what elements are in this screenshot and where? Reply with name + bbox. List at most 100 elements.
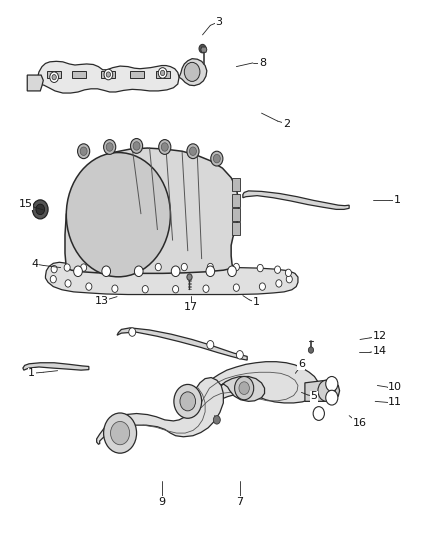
Circle shape [104,413,137,453]
Polygon shape [232,222,240,235]
Circle shape [308,347,314,353]
Text: 17: 17 [184,302,198,312]
Text: 1: 1 [393,196,400,205]
Polygon shape [65,148,239,273]
Polygon shape [102,71,115,78]
Text: 16: 16 [353,417,367,427]
Circle shape [81,264,87,271]
Circle shape [213,155,220,163]
Polygon shape [182,362,319,417]
Circle shape [106,143,113,151]
Text: 1: 1 [28,368,35,378]
Text: 13: 13 [95,296,109,306]
Circle shape [275,266,281,273]
Polygon shape [232,178,240,191]
Circle shape [318,380,335,401]
Circle shape [181,263,187,271]
Circle shape [206,266,215,277]
Circle shape [78,144,90,159]
Polygon shape [232,208,240,221]
Text: 6: 6 [298,359,305,369]
Circle shape [50,276,57,283]
Text: 9: 9 [158,497,165,507]
Circle shape [142,286,148,293]
Circle shape [313,407,325,421]
Text: 10: 10 [388,382,402,392]
Circle shape [112,285,118,293]
Circle shape [159,140,171,155]
Circle shape [102,266,110,277]
Circle shape [286,269,291,277]
Text: 5: 5 [310,391,317,401]
Circle shape [174,384,201,418]
Circle shape [50,72,59,83]
Text: 15: 15 [19,199,33,209]
Circle shape [129,263,135,271]
Circle shape [36,204,45,215]
Polygon shape [155,71,170,78]
Circle shape [131,139,143,154]
Circle shape [237,351,243,359]
Text: 1: 1 [252,297,259,308]
Circle shape [161,143,168,151]
Circle shape [259,283,265,290]
Circle shape [104,69,113,80]
Circle shape [233,284,240,292]
Circle shape [207,263,213,271]
Circle shape [239,382,249,394]
Circle shape [64,264,70,271]
Circle shape [74,266,82,277]
Polygon shape [201,47,207,52]
Circle shape [326,376,338,391]
Circle shape [52,75,57,80]
Polygon shape [232,194,240,207]
Circle shape [160,70,165,76]
Circle shape [228,266,237,277]
Polygon shape [97,377,223,444]
Circle shape [233,263,240,271]
Text: 11: 11 [388,398,402,407]
Ellipse shape [66,152,170,277]
Circle shape [171,266,180,277]
Circle shape [173,286,179,293]
Polygon shape [47,71,61,78]
Polygon shape [117,328,247,360]
Text: 3: 3 [215,17,223,27]
Circle shape [86,283,92,290]
Polygon shape [130,71,144,78]
Polygon shape [37,61,179,93]
Circle shape [32,200,48,219]
Polygon shape [46,262,298,295]
Circle shape [199,44,206,53]
Text: 14: 14 [372,346,387,356]
Polygon shape [179,59,207,86]
Circle shape [187,144,199,159]
Circle shape [211,151,223,166]
Circle shape [326,390,338,405]
Text: 12: 12 [372,332,387,341]
Circle shape [51,265,57,273]
Circle shape [180,392,196,411]
Polygon shape [72,71,86,78]
Polygon shape [23,363,89,370]
Circle shape [103,263,109,271]
Circle shape [184,62,200,82]
Circle shape [207,341,214,349]
Circle shape [133,142,140,150]
Circle shape [155,263,161,271]
Circle shape [104,140,116,155]
Polygon shape [221,376,265,401]
Circle shape [213,416,220,424]
Circle shape [187,274,192,280]
Circle shape [257,264,263,272]
Circle shape [158,68,167,78]
Circle shape [203,285,209,293]
Circle shape [276,280,282,287]
Circle shape [129,328,136,336]
Polygon shape [305,380,339,401]
Circle shape [106,72,110,77]
Text: 7: 7 [236,497,244,507]
Circle shape [235,376,254,400]
Text: 4: 4 [31,259,38,269]
Circle shape [190,147,196,156]
